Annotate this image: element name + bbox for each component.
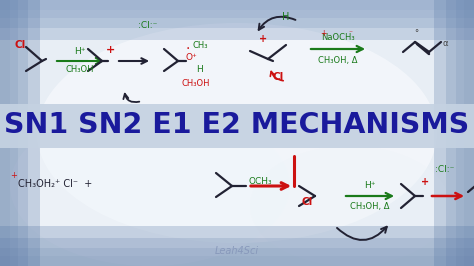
Bar bbox=[464, 0, 474, 266]
Text: CH₃OH: CH₃OH bbox=[66, 65, 94, 74]
Bar bbox=[0, 256, 474, 266]
Text: CH₃OH: CH₃OH bbox=[182, 78, 210, 88]
Bar bbox=[0, 0, 474, 40]
Text: °: ° bbox=[414, 30, 418, 39]
Text: +: + bbox=[10, 172, 18, 181]
Bar bbox=[0, 238, 474, 266]
Ellipse shape bbox=[37, 23, 437, 243]
Bar bbox=[0, 0, 10, 266]
Text: CH₃OH, Δ: CH₃OH, Δ bbox=[350, 202, 390, 210]
Text: Cl: Cl bbox=[14, 40, 26, 50]
Bar bbox=[0, 0, 474, 18]
Text: H: H bbox=[283, 12, 290, 22]
Text: Cl: Cl bbox=[273, 72, 283, 82]
Text: +: + bbox=[259, 34, 267, 44]
Bar bbox=[0, 0, 474, 28]
Text: CH₃OH₂⁺ Cl⁻  +: CH₃OH₂⁺ Cl⁻ + bbox=[18, 179, 92, 189]
Bar bbox=[456, 0, 474, 266]
Text: α: α bbox=[442, 39, 448, 48]
Bar bbox=[0, 0, 40, 266]
Bar bbox=[446, 0, 474, 266]
Bar bbox=[0, 104, 474, 148]
Text: :Cl:⁻: :Cl:⁻ bbox=[138, 22, 158, 31]
Bar bbox=[0, 0, 28, 266]
Text: CH₃: CH₃ bbox=[192, 40, 208, 49]
Text: O⁺: O⁺ bbox=[185, 53, 197, 63]
Text: H⁺: H⁺ bbox=[364, 181, 376, 190]
Bar bbox=[0, 0, 474, 10]
Text: Cl: Cl bbox=[301, 197, 313, 207]
Bar bbox=[0, 0, 18, 266]
Text: +: + bbox=[106, 45, 116, 55]
Text: +: + bbox=[320, 28, 326, 38]
Text: OCH₃: OCH₃ bbox=[248, 177, 272, 186]
Text: :Cl:⁻: :Cl:⁻ bbox=[435, 165, 455, 174]
Text: NaOCH₃: NaOCH₃ bbox=[321, 32, 355, 41]
Text: Leah4Sci: Leah4Sci bbox=[215, 246, 259, 256]
Ellipse shape bbox=[10, 106, 290, 266]
Bar bbox=[434, 0, 474, 266]
Text: +: + bbox=[421, 177, 429, 187]
Text: H⁺: H⁺ bbox=[74, 48, 86, 56]
Bar bbox=[0, 248, 474, 266]
Text: H: H bbox=[197, 64, 203, 73]
Text: ·: · bbox=[186, 42, 190, 56]
Text: CH₃OH, Δ: CH₃OH, Δ bbox=[318, 56, 358, 65]
Ellipse shape bbox=[250, 146, 450, 266]
Bar bbox=[0, 226, 474, 266]
Text: ⁻: ⁻ bbox=[348, 28, 352, 38]
Text: SN1 SN2 E1 E2 MECHANISMS: SN1 SN2 E1 E2 MECHANISMS bbox=[4, 111, 470, 139]
